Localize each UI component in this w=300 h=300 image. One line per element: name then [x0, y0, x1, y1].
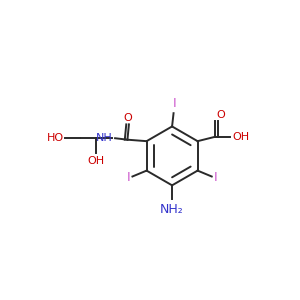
Text: OH: OH	[87, 156, 104, 166]
Text: I: I	[127, 171, 130, 184]
Text: O: O	[124, 113, 132, 123]
Text: I: I	[214, 171, 217, 184]
Text: I: I	[172, 97, 176, 110]
Text: O: O	[216, 110, 225, 120]
Text: NH: NH	[95, 133, 112, 143]
Text: OH: OH	[232, 132, 250, 142]
Text: NH₂: NH₂	[160, 203, 184, 216]
Text: HO: HO	[46, 133, 64, 143]
